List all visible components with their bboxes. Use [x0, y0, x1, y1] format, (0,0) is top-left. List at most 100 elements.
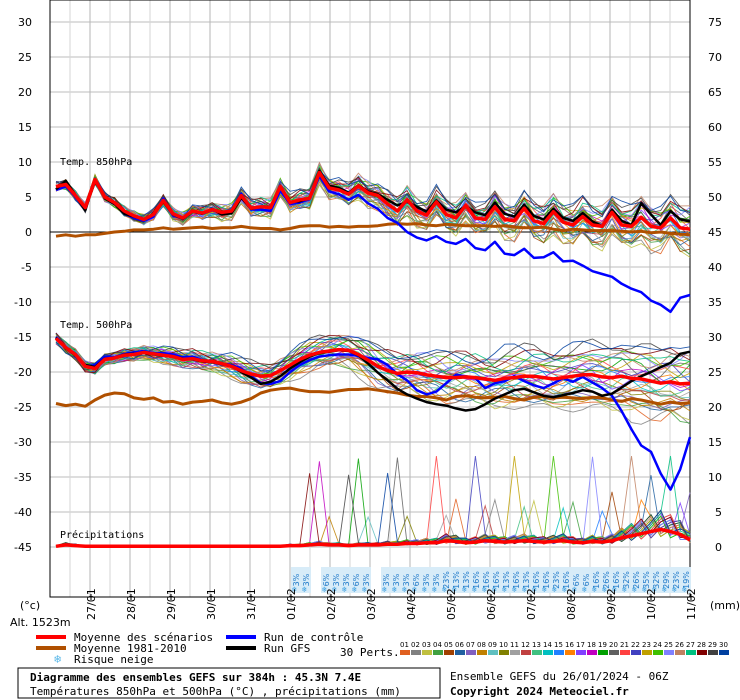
right-tick-label: 5	[715, 506, 722, 519]
snow-risk-label: 3%	[422, 573, 431, 586]
snow-risk-label: 16%	[492, 571, 501, 589]
snowflake-icon: ❄	[442, 585, 447, 594]
snowflake-icon: ❄	[322, 585, 327, 594]
snow-risk-marker: 3%❄	[421, 567, 431, 594]
pert-number: 09	[488, 641, 497, 649]
pert-swatch	[609, 650, 619, 655]
snow-risk-marker: 13%❄	[521, 567, 531, 594]
series-t500-line	[55, 386, 691, 408]
snow-risk-marker: 3%❄	[291, 567, 301, 594]
snow-risk-background	[541, 567, 551, 593]
left-tick-label: 0	[25, 226, 32, 239]
pert-swatch	[521, 650, 531, 655]
pert-swatch	[488, 650, 498, 655]
snow-risk-label: 3%	[362, 573, 371, 586]
series-t850-line	[55, 222, 691, 238]
right-tick-label: 70	[708, 51, 722, 64]
snow-risk-label: 13%	[502, 571, 511, 589]
pert-swatch	[444, 650, 454, 655]
altitude-label: Alt. 1523m	[10, 616, 71, 629]
snowflake-icon: ❄	[542, 585, 547, 594]
right-tick-label: 25	[708, 366, 722, 379]
pert-number: 23	[642, 641, 651, 649]
snowflake-icon: ❄	[462, 585, 467, 594]
pert-swatch	[400, 650, 410, 655]
pert-swatch	[565, 650, 575, 655]
date-label: 28/01	[125, 588, 138, 620]
date-label: 10/02	[645, 588, 658, 620]
member-t500-line	[55, 333, 691, 375]
legend-label-mean: Moyenne des scénarios	[74, 631, 213, 644]
snow-risk-background	[671, 567, 681, 593]
snow-risk-marker: 3%❄	[401, 567, 411, 594]
left-tick-label: 15	[18, 121, 32, 134]
snow-risk-marker: 16%❄	[491, 567, 501, 594]
snow-risk-background	[531, 567, 541, 593]
right-tick-label: 40	[708, 261, 722, 274]
snow-risk-marker: 6%❄	[581, 567, 591, 594]
pert-swatch	[587, 650, 597, 655]
snow-risk-background	[551, 567, 561, 593]
pert-swatch	[466, 650, 476, 655]
member-t500-line	[55, 336, 691, 372]
snow-risk-marker: 32%❄	[651, 567, 661, 594]
left-tick-label: 5	[25, 191, 32, 204]
snow-risk-background	[681, 567, 691, 593]
snowflake-icon: ❄	[642, 585, 647, 594]
snow-risk-marker: 35%❄	[641, 567, 651, 594]
snow-risk-label: 16%	[472, 571, 481, 589]
snow-risk-label: 23%	[552, 571, 561, 589]
snowflake-icon: ❄	[332, 585, 337, 594]
pert-swatch	[433, 650, 443, 655]
snow-risk-marker: 16%❄	[591, 567, 601, 594]
pert-number: 21	[620, 641, 629, 649]
pert-number: 15	[554, 641, 563, 649]
snow-risk-marker: 23%❄	[441, 567, 451, 594]
snow-risk-marker: 23%❄	[671, 567, 681, 594]
snow-risk-background	[451, 567, 461, 593]
right-tick-label: 10	[708, 471, 722, 484]
snowflake-icon: ❄	[382, 585, 387, 594]
snowflake-icon: ❄	[432, 585, 437, 594]
snow-risk-label: 23%	[442, 571, 451, 589]
copyright: Copyright 2024 Meteociel.fr	[450, 685, 629, 698]
snow-risk-label: 3%	[432, 573, 441, 586]
pert-swatch	[510, 650, 520, 655]
snow-risk-background	[631, 567, 641, 593]
pert-swatch	[499, 650, 509, 655]
series-t500-line	[55, 336, 692, 491]
snow-risk-background	[391, 567, 401, 593]
pert-number: 25	[664, 641, 673, 649]
snow-risk-background	[661, 567, 671, 593]
snow-risk-label: 3%	[302, 573, 311, 586]
pert-number: 12	[521, 641, 530, 649]
snow-risk-row: 3%❄3%❄6%❄3%❄3%❄6%❄3%❄3%❄3%❄3%❄6%❄3%❄3%❄2…	[291, 567, 691, 594]
snowflake-icon: ❄	[492, 585, 497, 594]
snowflake-icon: ❄	[632, 585, 637, 594]
left-tick-label: -30	[14, 436, 32, 449]
pert-swatch	[719, 650, 729, 655]
snowflake-icon: ❄	[482, 585, 487, 594]
pert-number: 27	[686, 641, 695, 649]
t850-label: Temp. 850hPa	[60, 157, 132, 168]
pert-number: 18	[587, 641, 596, 649]
left-axis: 30 25 20 15 10 5 0 -5 -10 -15 -20 -25 -30 -35 -40 -45	[14, 16, 32, 554]
snowflake-icon: ❄	[342, 585, 347, 594]
left-tick-label: -35	[14, 471, 32, 484]
snow-risk-marker: 6%❄	[571, 567, 581, 594]
left-tick-label: -5	[21, 261, 32, 274]
snow-risk-marker: 3%❄	[341, 567, 351, 594]
right-tick-label: 55	[708, 156, 722, 169]
pert-swatch	[686, 650, 696, 655]
snow-risk-background	[441, 567, 451, 593]
date-label: 06/02	[485, 588, 498, 620]
pert-swatch	[477, 650, 487, 655]
snow-risk-label: 3%	[402, 573, 411, 586]
snow-risk-background	[621, 567, 631, 593]
date-label: 07/02	[525, 588, 538, 620]
left-tick-label: -40	[14, 506, 32, 519]
snowflake-icon: ❄	[522, 585, 527, 594]
perts-label: 30 Perts.	[340, 646, 400, 659]
snowflake-icon: ❄	[572, 585, 577, 594]
left-tick-label: -15	[14, 331, 32, 344]
